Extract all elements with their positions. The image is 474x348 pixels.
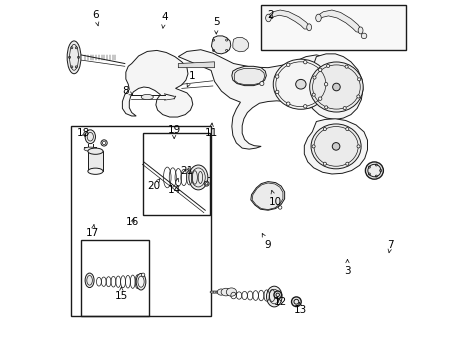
Ellipse shape [292,297,301,307]
Ellipse shape [319,68,322,72]
Text: 4: 4 [161,12,168,28]
Ellipse shape [307,24,311,31]
Ellipse shape [327,64,330,68]
Text: 17: 17 [86,225,100,238]
Polygon shape [232,66,266,86]
Ellipse shape [260,81,264,86]
Ellipse shape [67,41,81,74]
Bar [88,151,103,171]
Ellipse shape [365,162,383,179]
Ellipse shape [274,291,282,299]
Ellipse shape [357,95,360,98]
Ellipse shape [273,59,328,109]
Ellipse shape [85,130,95,144]
Polygon shape [233,38,249,52]
Polygon shape [211,36,231,54]
Ellipse shape [141,94,153,100]
Text: 7: 7 [387,240,394,253]
Text: 11: 11 [204,123,218,137]
Text: 12: 12 [273,298,287,307]
Ellipse shape [357,145,360,148]
Ellipse shape [136,274,146,290]
Text: 1: 1 [187,71,195,87]
Text: 6: 6 [92,10,99,26]
Text: 5: 5 [213,17,219,34]
Polygon shape [122,50,193,117]
Ellipse shape [343,106,346,110]
Ellipse shape [358,27,363,34]
Ellipse shape [323,162,327,165]
Ellipse shape [324,82,328,86]
Text: 13: 13 [294,302,308,315]
Polygon shape [251,182,285,210]
Bar [71,126,211,316]
Ellipse shape [266,286,282,307]
Text: 8: 8 [122,86,133,96]
Ellipse shape [332,143,340,150]
Text: 3: 3 [344,259,351,276]
Ellipse shape [346,127,349,130]
Bar [81,239,149,316]
Ellipse shape [311,124,361,169]
Ellipse shape [323,127,327,130]
Ellipse shape [361,33,367,39]
Text: 2: 2 [267,10,274,20]
Ellipse shape [217,289,225,295]
Text: 21: 21 [181,166,194,175]
Ellipse shape [346,162,349,165]
Ellipse shape [319,97,322,100]
Text: 18: 18 [77,128,91,137]
Bar [143,133,210,215]
Polygon shape [268,10,310,29]
Ellipse shape [265,14,271,22]
Ellipse shape [325,106,328,109]
Ellipse shape [357,78,361,81]
Ellipse shape [303,61,307,64]
Ellipse shape [85,273,94,287]
Text: 9: 9 [262,234,272,250]
Ellipse shape [316,14,321,22]
Ellipse shape [88,148,103,154]
Text: 14: 14 [168,178,182,195]
Ellipse shape [88,168,103,174]
Polygon shape [178,62,215,68]
Ellipse shape [313,76,316,79]
Polygon shape [309,54,363,119]
Polygon shape [318,10,361,32]
Ellipse shape [141,273,145,277]
Ellipse shape [312,93,315,96]
Ellipse shape [221,288,231,296]
Text: 10: 10 [268,190,282,207]
Ellipse shape [345,65,348,68]
Bar [261,5,406,50]
Text: 16: 16 [126,217,139,227]
Ellipse shape [226,288,237,296]
Ellipse shape [333,83,340,91]
Ellipse shape [84,147,97,151]
Polygon shape [178,50,340,149]
Ellipse shape [287,102,290,105]
Ellipse shape [189,165,208,190]
Ellipse shape [204,181,209,186]
Ellipse shape [138,276,144,287]
Text: 20: 20 [147,178,161,191]
Ellipse shape [213,291,219,293]
Text: 19: 19 [167,125,181,139]
Ellipse shape [287,63,290,66]
Ellipse shape [296,79,306,89]
Ellipse shape [275,75,279,78]
Polygon shape [304,119,367,174]
Ellipse shape [275,90,279,94]
Ellipse shape [210,291,216,293]
Text: 15: 15 [115,287,128,301]
Ellipse shape [216,291,221,293]
Ellipse shape [303,105,307,108]
Ellipse shape [310,62,363,112]
Ellipse shape [312,145,315,148]
